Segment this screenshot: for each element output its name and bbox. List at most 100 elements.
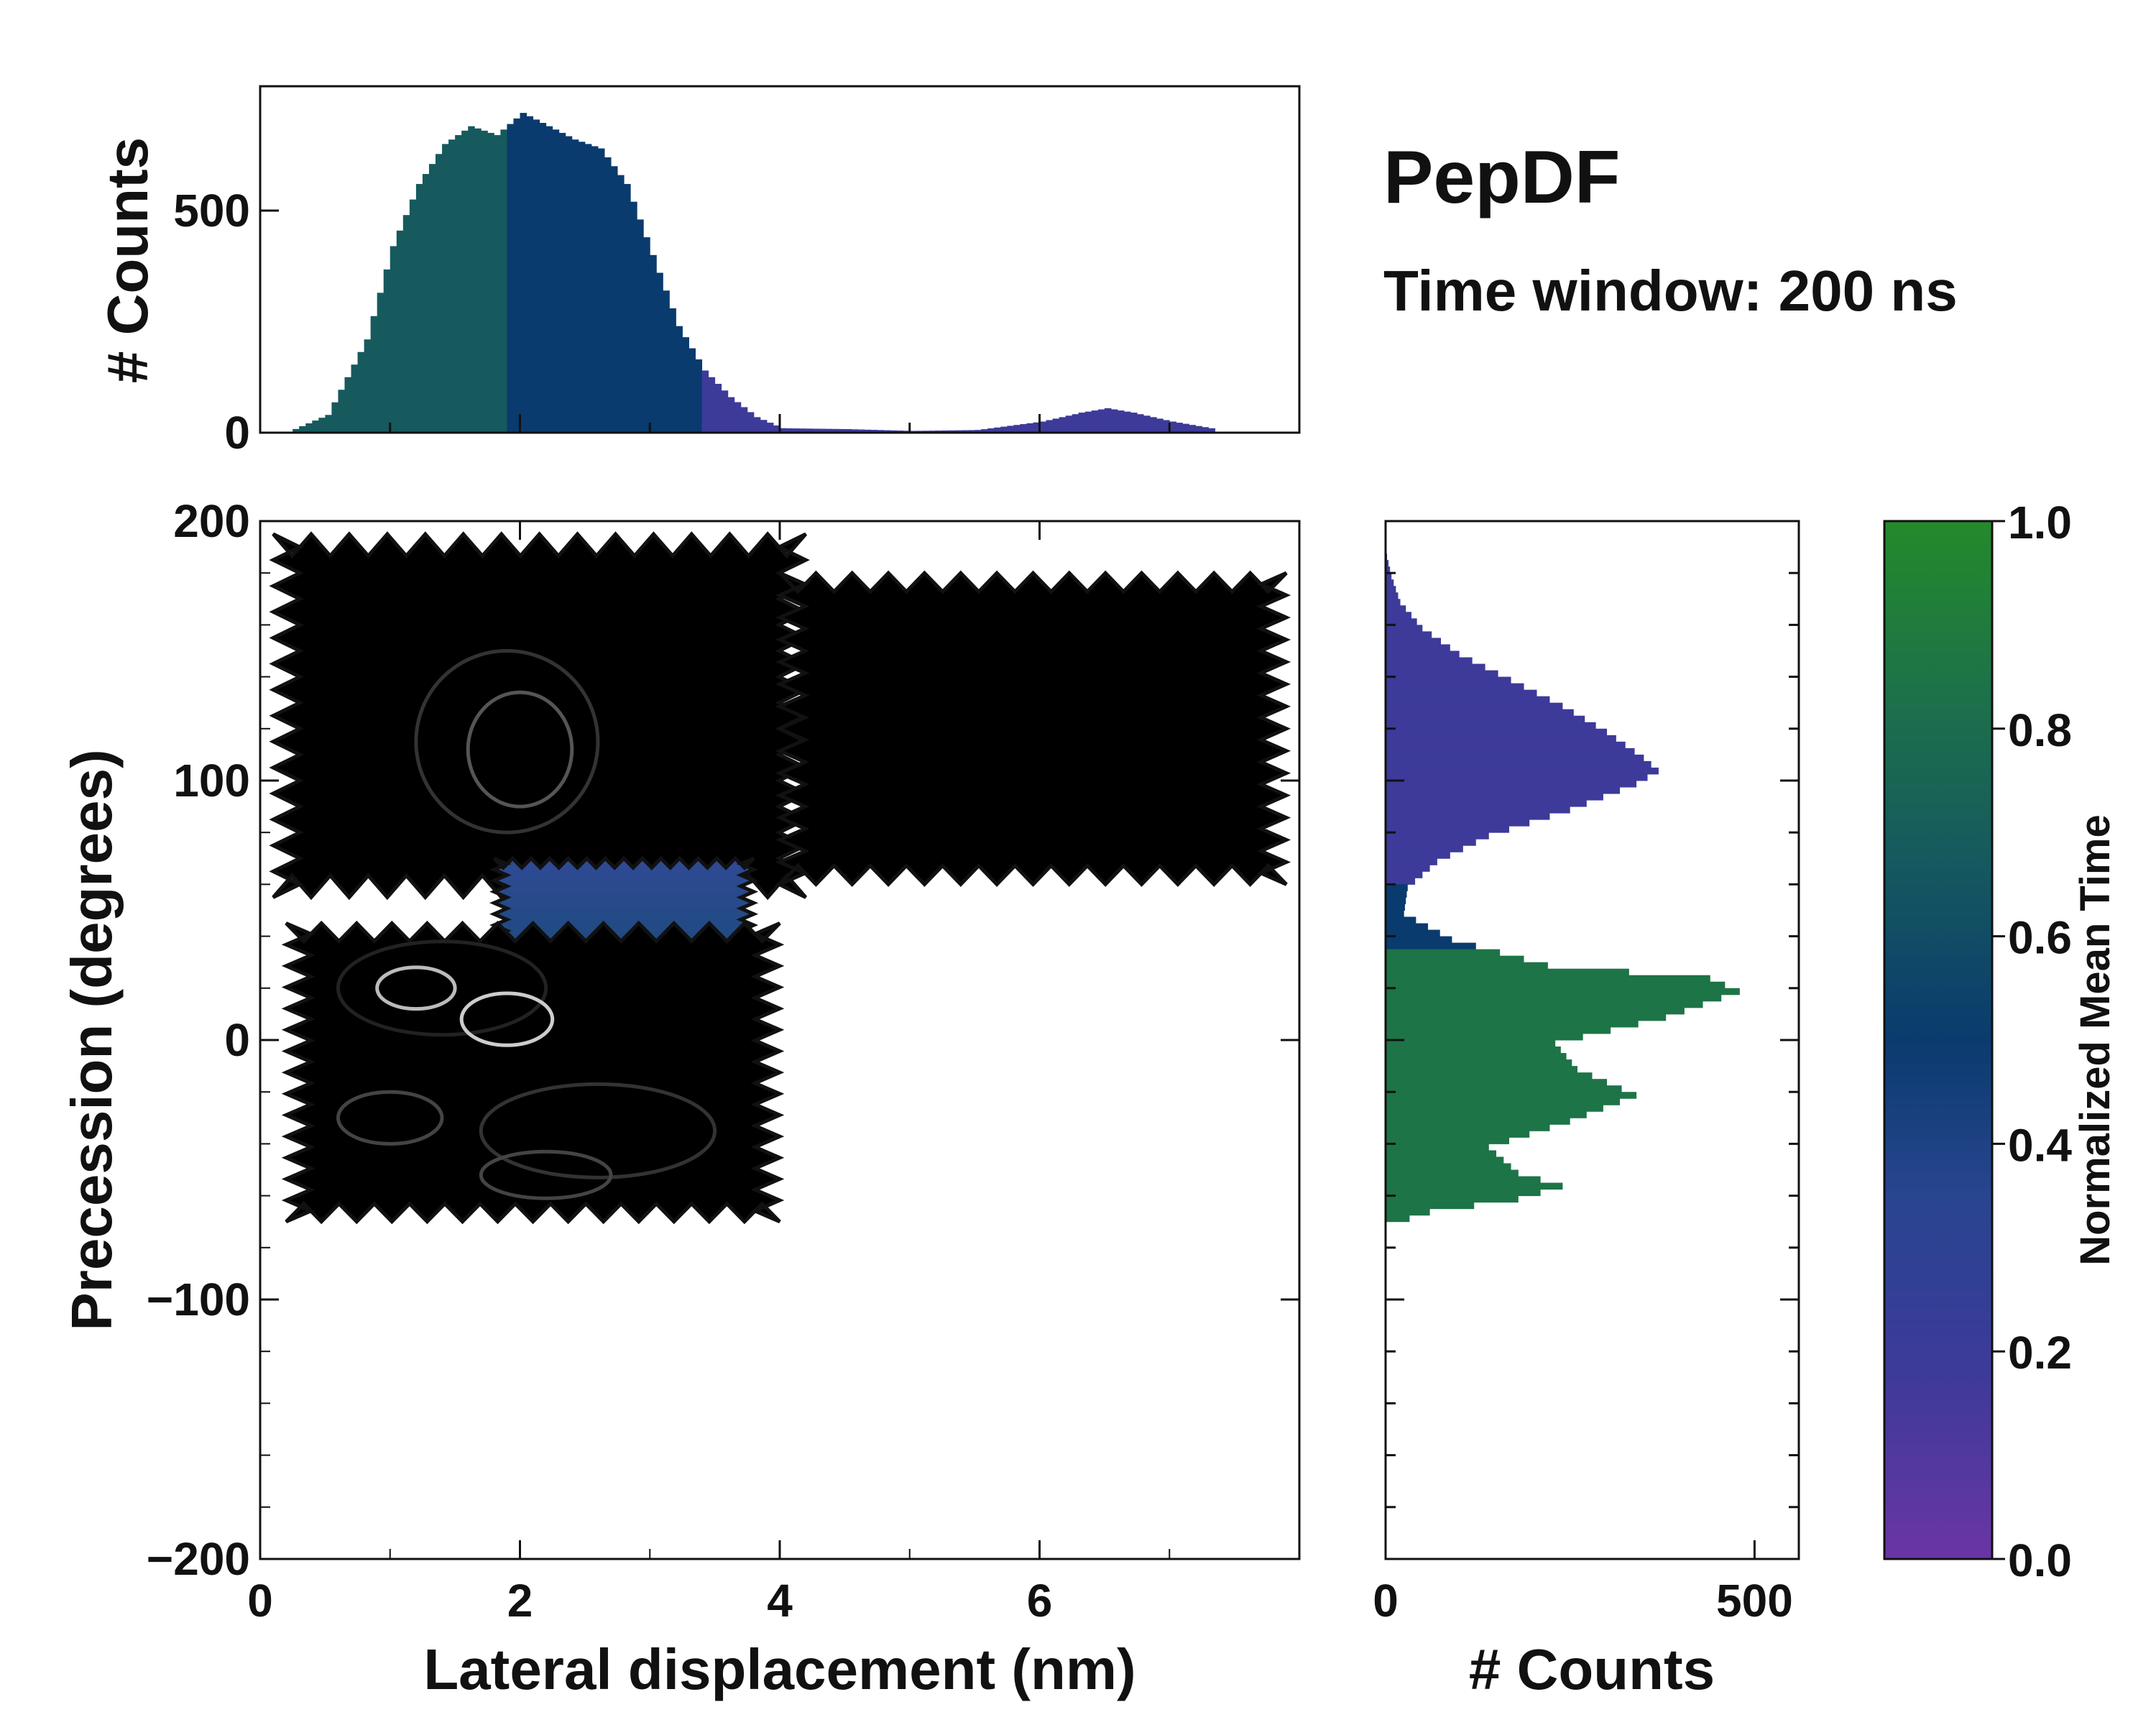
right-histogram-bar [1386,767,1659,775]
top-histogram-bar [844,429,852,433]
top-histogram-bar [318,418,326,433]
right-histogram-bar [1386,612,1411,619]
top-histogram-bar [1059,417,1067,433]
top-histogram-bar [415,183,423,433]
right-histogram-bar [1386,1202,1475,1210]
top-histogram-bar [461,130,469,433]
top-y-tick-label: 0 [224,407,250,459]
top-histogram-bar [1052,418,1060,433]
top-histogram-bar [1033,422,1040,433]
top-histogram-bar [1123,411,1131,433]
right-x-tick-label: 0 [1373,1575,1399,1627]
heatmap-region [281,920,785,1225]
right-histogram-bar [1386,599,1401,606]
colorbar-tick-label: 0.0 [2008,1535,2072,1586]
top-histogram-bar [1137,414,1144,433]
top-histogram-bar [571,139,579,433]
right-histogram-bars [1386,553,1740,1223]
x-tick-label: 2 [507,1575,533,1627]
x-tick-label: 0 [247,1575,273,1627]
y-tick-label: 100 [173,755,250,806]
top-histogram-bar [545,126,553,433]
right-histogram-bar [1386,910,1404,918]
right-histogram-bar [1386,852,1450,859]
colorbar-tick-label: 0.4 [2008,1119,2072,1171]
right-histogram-bar [1386,702,1563,710]
right-histogram-bar [1386,1208,1430,1216]
top-y-axis-title: # Counts [96,137,160,383]
right-histogram-bar [1386,1053,1567,1060]
right-histogram-bar [1386,670,1498,678]
top-histogram-bar [428,164,436,433]
top-histogram-bar [870,430,878,433]
right-histogram-bar [1386,813,1550,820]
colorbar-tick-label: 0.6 [2008,912,2072,964]
contour-line [414,649,600,834]
top-histogram-bar [1013,425,1021,433]
top-histogram-bar [507,124,514,433]
top-histogram-bar [877,430,885,433]
top-histogram-bar [637,219,644,433]
top-histogram-bar [987,428,995,433]
top-histogram-bar [1176,423,1183,433]
top-histogram-bar [591,146,599,433]
top-histogram-bar [650,254,657,433]
top-histogram-bars [286,113,1216,433]
top-histogram-bar [597,148,605,433]
right-histogram-bar [1386,1079,1608,1086]
right-histogram-bar [1386,618,1417,625]
top-histogram-bar [1091,410,1099,433]
top-histogram-bar [1156,418,1164,433]
chart-subtitle: Time window: 200 ns [1383,259,1958,323]
top-histogram-bar [481,130,488,433]
top-histogram-bar [474,128,482,433]
contour-line [459,991,555,1047]
x-tick-label: 6 [1027,1575,1053,1627]
top-histogram-bar [325,415,332,433]
top-histogram-bar [1208,428,1216,433]
right-histogram-bar [1386,1000,1703,1008]
top-histogram-bar [948,430,956,433]
top-histogram-bar [1189,425,1196,433]
right-histogram-bar [1386,1040,1556,1047]
colorbar-label: Normalized Mean Time [2072,814,2119,1265]
top-histogram-bar [994,427,1001,433]
top-histogram-bar [760,420,768,433]
right-histogram-bar [1386,891,1407,898]
top-histogram-bar [520,113,528,433]
top-histogram-bar [1072,414,1079,433]
top-histogram-bar [448,139,456,433]
top-histogram-bar [1182,423,1189,433]
right-histogram-bar [1386,826,1509,833]
right-histogram-bar [1386,832,1489,840]
top-histogram-bar [838,428,845,433]
top-histogram-bar [780,428,787,433]
right-histogram-bar [1386,579,1394,586]
top-histogram-bar [734,402,742,433]
right-histogram-bar [1386,1105,1603,1112]
right-histogram-bar [1386,1195,1519,1203]
top-histogram-bar [370,316,378,433]
right-histogram-bar [1386,994,1722,1002]
top-histogram-bar [819,428,826,433]
right-histogram-bar [1386,923,1429,931]
right-histogram-bar [1386,663,1485,671]
right-histogram-bar [1386,1156,1504,1164]
top-histogram-bar [857,429,865,433]
top-histogram-bar [552,129,560,433]
contour-line [479,1149,613,1200]
right-histogram-bar [1386,806,1570,814]
right-histogram-bar [1386,1150,1497,1157]
top-histogram-bar [981,429,988,433]
top-histogram-bar [338,390,345,433]
right-histogram-bar [1386,1085,1622,1092]
right-histogram-bar [1386,968,1629,976]
top-histogram-bar [364,339,372,433]
colorbar-tick-label: 0.2 [2008,1327,2072,1379]
right-histogram-bar [1386,819,1530,827]
top-histogram-bar [331,402,338,433]
top-histogram-bar [941,430,949,433]
right-histogram-bar [1386,1046,1561,1054]
top-histogram-bar [436,154,443,433]
top-histogram-bar [1065,415,1073,433]
